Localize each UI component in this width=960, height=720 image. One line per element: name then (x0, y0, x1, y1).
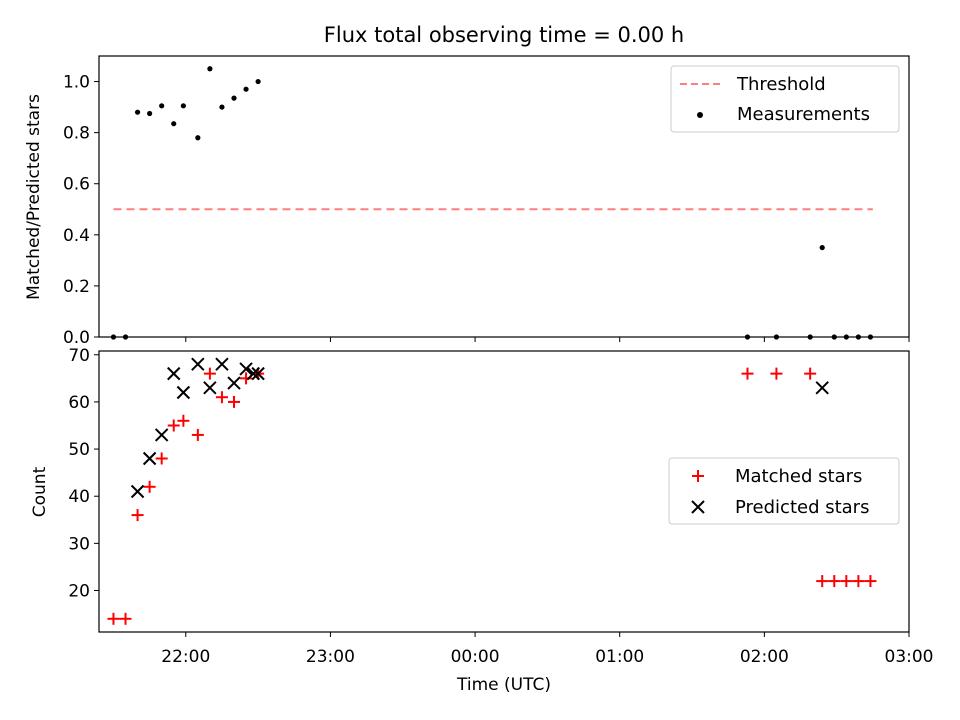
matched-star-point (177, 414, 190, 427)
legend-predicted-swatch (691, 500, 705, 514)
ratio-y-tick-label: 0.8 (63, 124, 90, 144)
legend-measurements-swatch (697, 112, 703, 118)
measurement-point (207, 66, 213, 72)
matched-star-point (770, 367, 783, 380)
count-y-axis: 20 30 40 50 60 70 (68, 346, 99, 602)
matched-star-point (131, 509, 144, 522)
measurement-point (147, 110, 153, 117)
measurement-point (159, 103, 165, 109)
measurement-point (231, 95, 237, 101)
measurement-point (219, 104, 225, 110)
predicted-star-point (176, 385, 191, 400)
count-y-tick-label: 30 (68, 534, 90, 554)
matched-star-point (228, 395, 240, 408)
x-tick-label: 03:00 (885, 647, 934, 667)
ratio-y-tick-label: 0.0 (63, 328, 90, 348)
count-y-tick-label: 70 (68, 346, 90, 366)
predicted-star-point (815, 381, 829, 395)
legend-matched-swatch (692, 470, 704, 482)
matched-star-point (215, 391, 228, 404)
x-tick-label: 22:00 (161, 647, 210, 667)
measurement-point (171, 121, 177, 127)
count-y-tick-label: 40 (68, 487, 90, 507)
count-y-tick-label: 60 (68, 393, 90, 413)
x-axis-label: Time (UTC) (456, 675, 551, 695)
predicted-star-point (130, 484, 145, 499)
legend-threshold-label: Threshold (736, 74, 826, 95)
x-tick-label: 23:00 (306, 647, 355, 667)
ratio-y-axis-label: Matched/Predicted stars (24, 94, 44, 300)
ratio-legend-box (670, 65, 900, 133)
predicted-star-point (142, 451, 157, 466)
matched-star-point (864, 575, 877, 588)
matched-star-point (804, 367, 817, 380)
predicted-star-point (227, 376, 241, 390)
matched-star-point (167, 419, 180, 432)
count-y-tick-label: 50 (68, 440, 90, 460)
matched-star-point (852, 575, 865, 588)
measurement-point (180, 103, 186, 109)
legend-predicted-label: Predicted stars (735, 497, 869, 518)
matched-star-point (840, 575, 853, 588)
matched-star-point (203, 367, 216, 380)
ratio-x-ticks (185, 337, 910, 342)
count-series-layer (107, 357, 877, 625)
predicted-star-point (246, 366, 260, 381)
count-x-axis: 22:00 23:00 00:00 01:00 02:00 03:00 (161, 632, 934, 667)
ratio-y-tick-label: 0.4 (63, 226, 90, 246)
count-axes-frame (98, 350, 910, 633)
predicted-star-point (203, 381, 217, 395)
matched-star-point (191, 428, 204, 441)
ratio-panel: 0.0 0.2 0.4 0.6 0.8 1.0 Matched/Predicted sta… (24, 55, 910, 348)
predicted-star-point (251, 366, 265, 381)
predicted-star-point (167, 366, 181, 381)
predicted-star-point (154, 428, 169, 442)
x-tick-label: 01:00 (595, 647, 644, 667)
matched-star-point (107, 612, 120, 625)
count-y-axis-label: Count (30, 466, 50, 517)
matched-star-point (240, 372, 253, 385)
predicted-star-point (191, 357, 205, 371)
matched-star-point (816, 575, 829, 588)
predicted-star-point (215, 357, 229, 371)
ratio-y-tick-label: 0.2 (63, 277, 90, 297)
ratio-y-tick-label: 0.6 (63, 175, 90, 195)
x-tick-label: 02:00 (740, 647, 789, 667)
x-tick-label: 00:00 (451, 647, 500, 667)
measurement-point (255, 78, 261, 85)
ratio-axes-frame (98, 55, 910, 338)
predicted-star-point (239, 362, 253, 376)
ratio-y-tick-label: 1.0 (63, 73, 90, 93)
measurement-point (134, 109, 141, 115)
matched-star-point (143, 480, 156, 493)
measurement-point (195, 135, 201, 141)
figure-title: Flux total observing time = 0.00 h (324, 23, 684, 47)
matched-star-point (119, 612, 132, 625)
measurement-point (243, 86, 249, 92)
count-legend-box (668, 457, 900, 525)
count-legend: Matched stars Predicted stars (668, 457, 900, 525)
count-panel: 20 30 40 50 60 70 22:00 23:00 00:00 01:00 02:00 03… (30, 346, 934, 695)
matched-star-point (155, 452, 168, 465)
legend-matched-label: Matched stars (735, 466, 862, 487)
ratio-y-axis: 0.0 0.2 0.4 0.6 0.8 1.0 (63, 73, 99, 348)
legend-measurements-label: Measurements (737, 104, 870, 125)
count-y-tick-label: 20 (68, 582, 90, 602)
measurement-point (819, 244, 825, 251)
matched-star-point (828, 575, 841, 588)
ratio-legend: Threshold Measurements (670, 65, 900, 133)
matched-star-point (741, 367, 754, 380)
